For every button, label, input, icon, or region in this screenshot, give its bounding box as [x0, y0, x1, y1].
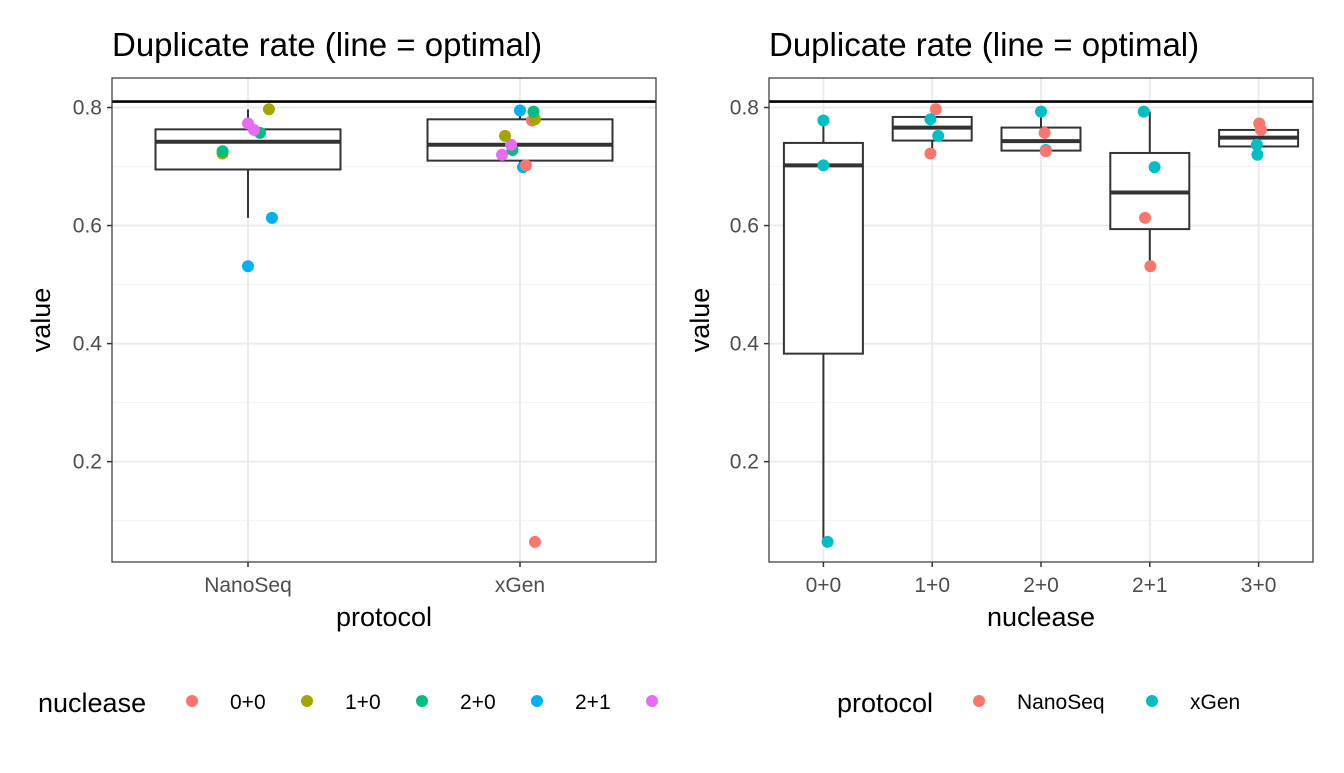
- right-x-tick-label: 2+1: [1132, 574, 1168, 597]
- left-data-point: [242, 117, 254, 130]
- right-chart: Duplicate rate (line = optimal) 0.20.40.…: [685, 26, 1314, 632]
- right-data-point: [1251, 148, 1264, 161]
- left-data-point: [496, 148, 509, 161]
- legend-nuclease-items: 0+0 1+0 2+0 2+1: [186, 691, 658, 714]
- legend-nuclease-label-0: 0+0: [230, 691, 266, 714]
- right-box-2+0: [1000, 111, 1082, 152]
- right-y-tick-label: 0.8: [730, 97, 759, 120]
- right-data-point: [929, 103, 942, 116]
- left-data-point: [216, 145, 229, 158]
- legend-protocol-key-0: [973, 695, 985, 707]
- right-data-point: [1038, 126, 1051, 139]
- legend-protocol-label-0: NanoSeq: [1017, 691, 1105, 714]
- left-box-xGen: [426, 110, 614, 168]
- legend-protocol: protocol NanoSeq xGen: [837, 688, 1240, 718]
- legend-nuclease-label-2: 2+0: [460, 691, 496, 714]
- right-x-axis: 0+0 1+0 2+0 2+1 3+0: [806, 562, 1277, 597]
- right-box-0+0: [782, 120, 864, 542]
- right-data-point: [924, 113, 937, 126]
- left-data-point: [242, 260, 254, 273]
- right-data-point: [817, 114, 830, 127]
- legend-nuclease-key-1: [301, 695, 313, 707]
- left-chart-title: Duplicate rate (line = optimal): [112, 26, 542, 63]
- right-data-point: [1137, 105, 1150, 118]
- left-data-point: [262, 103, 275, 116]
- left-data-point: [505, 138, 518, 151]
- legend-nuclease-key-3: [531, 695, 543, 707]
- box-iqr: [154, 128, 342, 171]
- legend-protocol-items: NanoSeq xGen: [973, 691, 1240, 714]
- left-data-point: [499, 129, 512, 142]
- left-y-axis: 0.2 0.4 0.6 0.8: [73, 97, 112, 474]
- left-points: [216, 103, 541, 548]
- legend-nuclease-label-1: 1+0: [345, 691, 381, 714]
- left-data-point: [265, 211, 278, 224]
- right-y-tick-label: 0.6: [730, 215, 759, 238]
- right-data-point: [932, 129, 945, 142]
- right-data-point: [924, 147, 937, 160]
- legend-nuclease-key-4: [646, 695, 658, 707]
- right-x-tick-label: 3+0: [1241, 574, 1277, 597]
- left-data-point: [528, 535, 541, 548]
- left-y-tick-label: 0.6: [73, 215, 102, 238]
- right-data-point: [821, 535, 834, 548]
- box-iqr: [782, 141, 864, 355]
- right-y-axis-title: value: [685, 288, 715, 353]
- right-points: [817, 103, 1267, 548]
- right-data-point: [1035, 105, 1047, 118]
- left-y-tick-label: 0.4: [73, 333, 103, 356]
- legend-protocol-title: protocol: [837, 688, 933, 718]
- box-iqr: [426, 118, 614, 162]
- right-y-tick-label: 0.4: [730, 333, 760, 356]
- left-y-axis-title: value: [26, 288, 56, 353]
- right-y-tick-label: 0.2: [730, 451, 759, 474]
- legend-nuclease-key-2: [416, 695, 428, 707]
- left-x-axis: NanoSeq xGen: [204, 562, 545, 597]
- right-x-axis-title: nuclease: [987, 602, 1095, 632]
- legend-nuclease-key-0: [186, 695, 198, 707]
- right-data-point: [1144, 260, 1157, 273]
- right-chart-title: Duplicate rate (line = optimal): [769, 26, 1199, 63]
- left-chart: Duplicate rate (line = optimal) 0.20.40.…: [26, 26, 657, 632]
- left-data-point: [514, 104, 526, 117]
- left-panel-border: [111, 77, 657, 563]
- left-data-point: [527, 105, 540, 118]
- right-data-point: [1148, 161, 1161, 174]
- right-data-point: [1039, 145, 1052, 158]
- legend-nuclease: nuclease 0+0 1+0 2+0 2+1: [38, 688, 658, 718]
- left-y-tick-label: 0.8: [73, 97, 102, 120]
- legend-protocol-label-1: xGen: [1190, 691, 1240, 714]
- right-data-point: [1250, 138, 1263, 151]
- right-data-point: [817, 159, 830, 172]
- right-y-axis: 0.2 0.4 0.6 0.8: [730, 97, 769, 474]
- left-boxes: [154, 109, 614, 218]
- legend-nuclease-title: nuclease: [38, 688, 146, 718]
- right-data-point: [1254, 123, 1267, 136]
- left-x-axis-title: protocol: [336, 602, 432, 632]
- right-x-tick-label: 1+0: [914, 574, 950, 597]
- right-data-point: [1139, 211, 1152, 224]
- left-x-tick-label: NanoSeq: [204, 574, 292, 597]
- left-y-tick-label: 0.2: [73, 451, 102, 474]
- legend-nuclease-label-3: 2+1: [575, 691, 611, 714]
- right-x-tick-label: 2+0: [1023, 574, 1059, 597]
- left-data-point: [519, 159, 532, 172]
- left-x-tick-label: xGen: [495, 574, 545, 597]
- right-x-tick-label: 0+0: [806, 574, 842, 597]
- left-gridlines: [112, 78, 656, 562]
- legend-protocol-key-1: [1146, 695, 1158, 707]
